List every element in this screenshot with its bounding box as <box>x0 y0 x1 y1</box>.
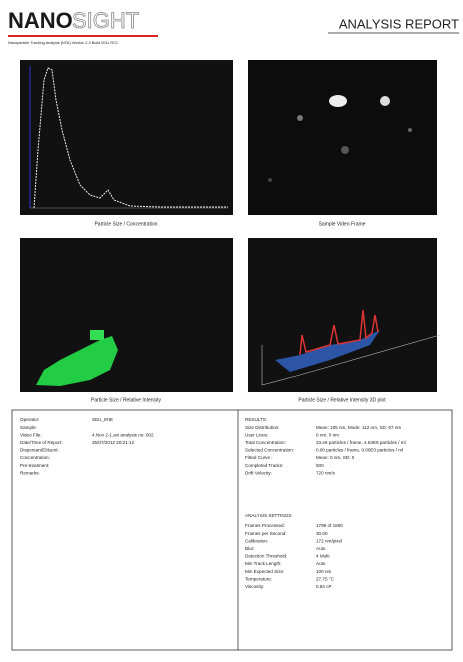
field-label: Temperature: <box>245 576 272 581</box>
field-value: Auto <box>316 546 326 551</box>
chart-image <box>20 60 233 215</box>
report-title: ANALYSIS REPORT <box>339 16 459 31</box>
field-label: Blur: <box>245 546 254 551</box>
logo-underline <box>8 35 158 37</box>
field-value: 33.e6 particles / frame, 4.84E9 particle… <box>316 440 406 445</box>
field-label: Fitted Curve : <box>245 455 273 460</box>
field-value: 172 nm/pixel <box>316 538 342 543</box>
logo-secondary: SIGHT <box>72 8 139 33</box>
scatter-cloud <box>90 330 104 340</box>
section-heading: RESULTS: <box>245 417 267 422</box>
field-label: Completed Tracks: <box>245 463 283 468</box>
field-value: 100 nm <box>316 569 331 574</box>
field-label: Total Concentration: <box>245 440 286 445</box>
panel-caption: Particle Size / Relative Intensity 3D pl… <box>298 397 386 403</box>
field-value: 500 <box>316 463 324 468</box>
particle <box>380 96 390 106</box>
field-value: 30.00 <box>316 531 328 536</box>
field-value: 25/07/2012 20:21:12 <box>92 440 135 445</box>
field-value: 720 nm/s <box>316 470 336 475</box>
chart-image <box>248 238 437 392</box>
panel-caption: Sample Video Frame <box>319 221 366 227</box>
field-value: Auto <box>316 561 326 566</box>
field-value: SEU_IRIE <box>92 417 113 422</box>
field-label: Size Distribution: <box>245 425 279 430</box>
logo-primary: NANO <box>8 8 73 33</box>
field-label: Calibration: <box>245 538 268 543</box>
report-page: NANO SIGHT Nanoparticle Tracking Analysi… <box>0 0 463 657</box>
field-label: Viscosity: <box>245 584 264 589</box>
field-label: Operator: <box>20 417 39 422</box>
field-value: 0.00 particles / frame, 0.00E0 particles… <box>316 448 403 453</box>
field-value: 0 nm, 0 nm <box>316 432 339 437</box>
field-label: Concentration: <box>20 455 50 460</box>
particle <box>297 115 303 121</box>
field-label: Video File: <box>20 432 42 437</box>
video-frame <box>248 60 437 215</box>
field-value: 4 Multi <box>316 554 330 559</box>
field-label: Pre-treatment: <box>20 463 49 468</box>
particle <box>341 146 349 154</box>
field-label: Frames per Second: <box>245 531 287 536</box>
field-value: 4.Nov 2-1.avi analysis no: 002 <box>92 432 154 437</box>
field-label: Selected Concentration: <box>245 448 294 453</box>
particle <box>408 128 412 132</box>
field-label: Sample: <box>20 425 37 430</box>
field-value: 27.75 °C <box>316 576 335 581</box>
field-value: 1799 of 1800 <box>316 523 343 528</box>
field-value: Mean: 105 nm, Mode: 112 nm, SD: 67 nm <box>316 425 401 430</box>
particle <box>329 95 347 107</box>
field-label: Detection Threshold: <box>245 554 287 559</box>
panel-caption: Particle Size / Relative Intensity <box>91 397 162 403</box>
particle <box>268 178 272 182</box>
subtitle: Nanoparticle Tracking Analysis (NTA) Ver… <box>8 41 118 45</box>
field-label: Remarks: <box>20 470 40 475</box>
field-label: Min Expected Size: <box>245 569 284 574</box>
field-label: Dispersant/Diluent: <box>20 448 59 453</box>
field-label: Drift Velocity: <box>245 470 272 475</box>
field-value: 0.84 cP <box>316 584 332 589</box>
field-value: Mean: 0 nm, SD: 0 <box>316 455 355 460</box>
field-label: Frames Processed: <box>245 523 285 528</box>
section-heading: ANALYSIS SETTINGS: <box>245 513 293 518</box>
panel-caption: Particle Size / Concentration <box>94 221 157 227</box>
field-label: Min Track Length: <box>245 561 282 566</box>
field-label: Date/Time of Report: <box>20 440 62 445</box>
field-label: User Lines: <box>245 432 268 437</box>
